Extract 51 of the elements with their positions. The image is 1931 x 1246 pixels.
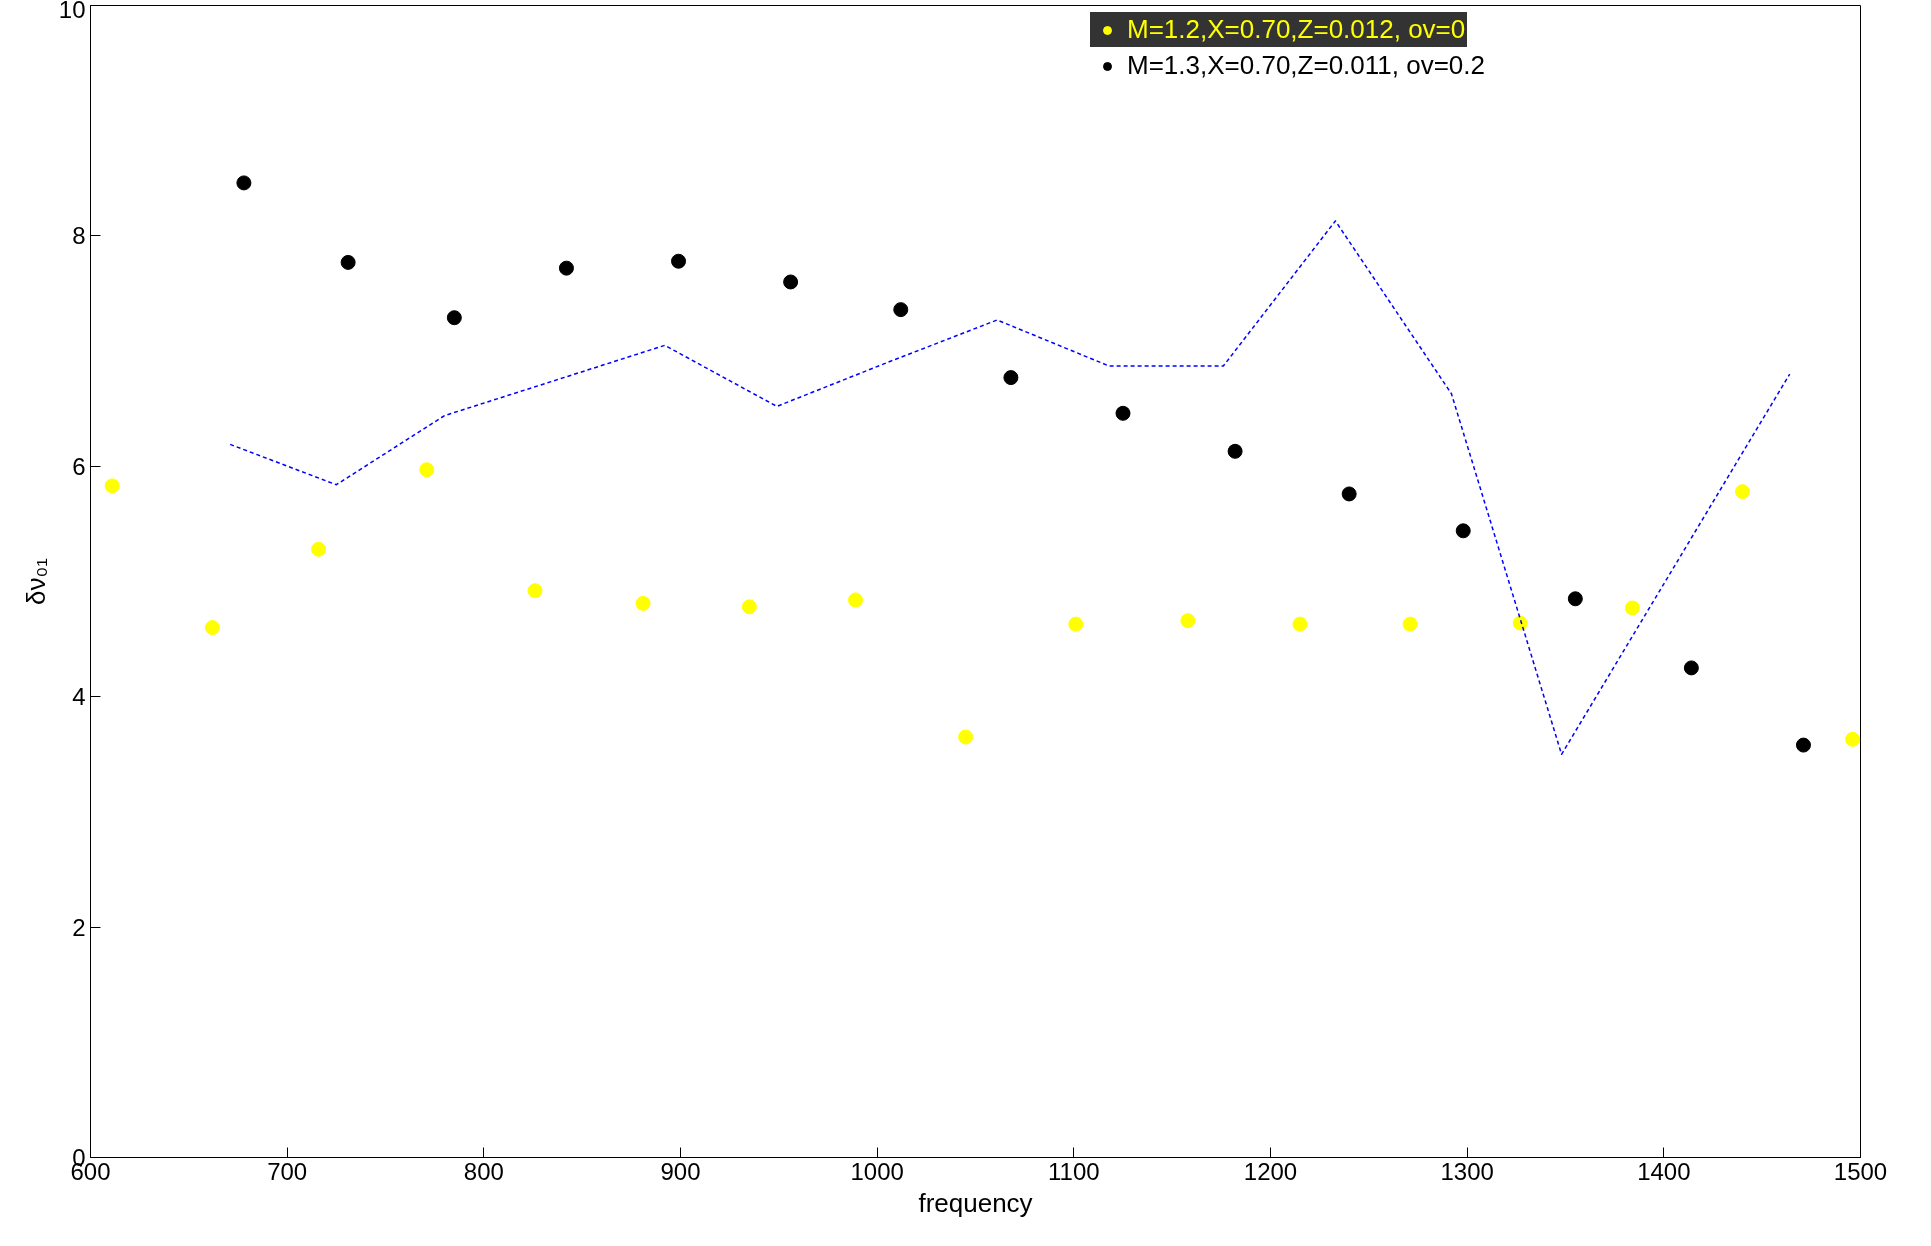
legend-label: M=1.2,X=0.70,Z=0.012, ov=0 [1127, 14, 1466, 45]
y-tick-label: 4 [72, 683, 86, 711]
point [635, 595, 651, 611]
point [1683, 660, 1699, 676]
point [236, 175, 252, 191]
point [893, 302, 909, 318]
point [446, 310, 462, 326]
point [419, 462, 435, 478]
point [1455, 523, 1471, 539]
y-tick-label: 6 [72, 452, 86, 480]
point [104, 478, 120, 494]
x-axis-title: frequency [918, 1187, 1033, 1218]
point [1115, 405, 1131, 421]
legend-label: M=1.3,X=0.70,Z=0.011, ov=0.2 [1127, 50, 1485, 81]
x-tick-label: 1300 [1440, 1157, 1494, 1185]
y-axis-title: δν₀₁ [20, 557, 51, 606]
point [1003, 370, 1019, 386]
point [1735, 484, 1750, 500]
point [1512, 615, 1528, 631]
point [1845, 731, 1861, 747]
point [1180, 613, 1196, 629]
point [1567, 591, 1583, 607]
y-tick-label: 2 [72, 913, 86, 941]
point [1227, 443, 1243, 459]
x-tick-label: 1400 [1637, 1157, 1691, 1185]
point [558, 260, 574, 276]
point [1795, 737, 1811, 753]
point [340, 254, 356, 270]
x-tick-label: 1500 [1833, 1157, 1888, 1185]
point [311, 541, 327, 557]
point [1624, 600, 1640, 616]
line-series [229, 220, 1791, 756]
x-tick-label: 1100 [1048, 1157, 1100, 1185]
point [1341, 486, 1357, 502]
point [848, 592, 864, 608]
x-tick-label: 1000 [850, 1157, 904, 1185]
x-tick-label: 700 [267, 1157, 308, 1185]
x-tick-label: 1200 [1243, 1157, 1298, 1185]
y-tick-label: 8 [72, 222, 86, 250]
point [204, 620, 220, 636]
point [527, 583, 543, 599]
point [1292, 616, 1308, 632]
x-tick-label: 900 [660, 1157, 701, 1185]
point [671, 253, 687, 269]
x-tick-label: 800 [463, 1157, 504, 1185]
point [741, 599, 757, 615]
point [783, 274, 799, 290]
y-tick-label: 10 [58, 0, 86, 23]
point [958, 729, 974, 745]
point [1402, 616, 1418, 632]
point [1068, 616, 1084, 632]
